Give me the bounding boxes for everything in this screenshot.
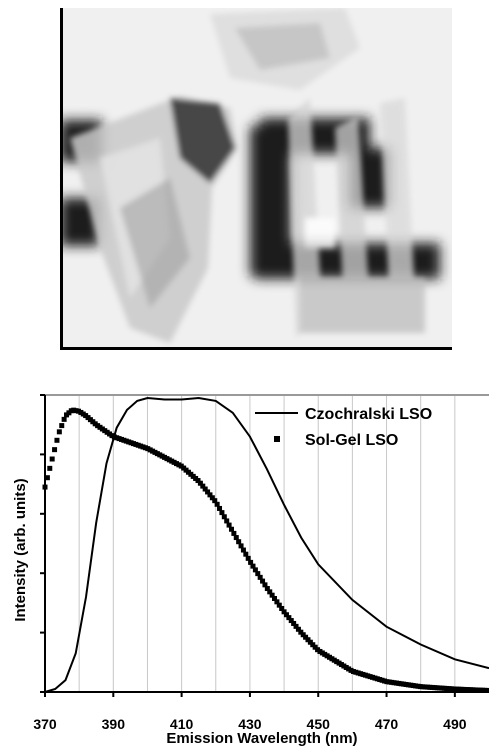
- legend-label-sol-gel: Sol-Gel LSO: [305, 432, 398, 449]
- x-tick-label: 490: [443, 716, 467, 732]
- x-tick-label: 390: [102, 716, 126, 732]
- legend-label-czochralski: Czochralski LSO: [305, 406, 432, 423]
- legend-swatch-sol-gel: [274, 436, 280, 442]
- sol-gel-point: [54, 438, 59, 443]
- sol-gel-point: [43, 485, 48, 490]
- sol-gel-point: [50, 457, 55, 462]
- sol-gel-point: [485, 688, 489, 693]
- sol-gel-point: [52, 447, 57, 452]
- sol-gel-point: [45, 475, 50, 480]
- chart-legend: Czochralski LSO Sol-Gel LSO: [255, 406, 432, 449]
- x-tick-label: 370: [33, 716, 57, 732]
- x-axis-title: Emission Wavelength (nm): [166, 730, 357, 746]
- y-axis-title: Intensity (arb. units): [12, 478, 29, 621]
- x-tick-label: 470: [375, 716, 399, 732]
- series-line-czochralski: [45, 398, 489, 692]
- sol-gel-point: [59, 423, 64, 428]
- chart-axes: [40, 395, 489, 697]
- sample-photo-image: [60, 8, 452, 350]
- sample-photo: [60, 8, 452, 350]
- vertical-gridlines: [79, 395, 455, 692]
- sol-gel-point: [47, 466, 52, 471]
- sol-gel-point: [62, 417, 67, 422]
- sol-gel-point: [57, 429, 62, 434]
- chart-series: [43, 398, 489, 693]
